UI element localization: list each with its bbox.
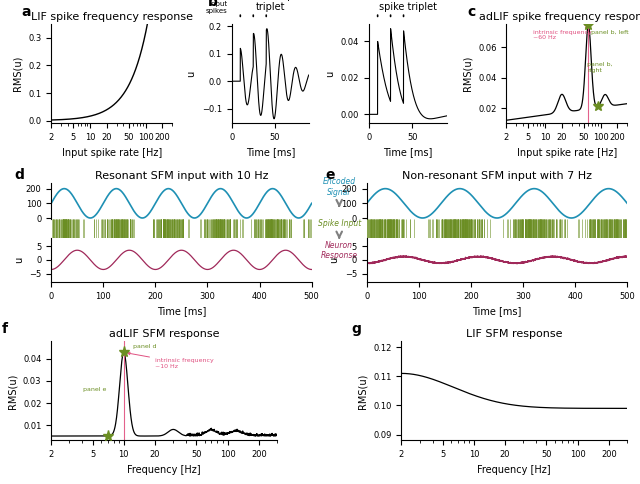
Title: LIF SFM response: LIF SFM response <box>466 329 563 339</box>
Text: g: g <box>351 322 362 336</box>
X-axis label: Input spike rate [Hz]: Input spike rate [Hz] <box>61 148 162 158</box>
Title: Non-resonant SFM input with 7 Hz: Non-resonant SFM input with 7 Hz <box>402 170 592 181</box>
Text: intrinsic frequency
~60 Hz: intrinsic frequency ~60 Hz <box>533 25 591 41</box>
Title: adLIF spike frequency response: adLIF spike frequency response <box>479 12 640 22</box>
Text: panel b, left: panel b, left <box>591 30 628 35</box>
Y-axis label: u: u <box>13 257 24 263</box>
X-axis label: Frequency [Hz]: Frequency [Hz] <box>477 465 551 475</box>
Text: b: b <box>209 0 218 9</box>
Text: panel e: panel e <box>83 387 106 392</box>
Text: e: e <box>325 168 335 182</box>
Text: panel b,
right: panel b, right <box>588 62 613 73</box>
Text: f: f <box>1 322 8 336</box>
Y-axis label: u: u <box>186 71 196 77</box>
Y-axis label: RMS(u): RMS(u) <box>463 56 472 91</box>
Text: c: c <box>468 5 476 19</box>
X-axis label: Time [ms]: Time [ms] <box>246 148 295 158</box>
Y-axis label: RMS(u): RMS(u) <box>8 373 17 408</box>
Text: panel d: panel d <box>132 344 156 349</box>
Text: Neuron
Response: Neuron Response <box>321 241 358 260</box>
X-axis label: Frequency [Hz]: Frequency [Hz] <box>127 465 201 475</box>
Title: adLIF SFM response: adLIF SFM response <box>109 329 220 339</box>
Y-axis label: RMS(u): RMS(u) <box>358 373 367 408</box>
Y-axis label: u: u <box>325 71 335 77</box>
Text: input
spikes: input spikes <box>206 1 228 15</box>
X-axis label: Time [ms]: Time [ms] <box>157 306 206 316</box>
Title: Non-resonant
spike triplet: Non-resonant spike triplet <box>375 0 441 12</box>
Text: a: a <box>21 5 31 19</box>
X-axis label: Input spike rate [Hz]: Input spike rate [Hz] <box>516 148 617 158</box>
Title: Resonant SFM input with 10 Hz: Resonant SFM input with 10 Hz <box>95 170 268 181</box>
Title: LIF spike frequency response: LIF spike frequency response <box>31 12 193 22</box>
Y-axis label: u: u <box>329 257 339 263</box>
Text: d: d <box>15 168 24 182</box>
Title: Resonant spike
triplet: Resonant spike triplet <box>234 0 308 12</box>
X-axis label: Time [ms]: Time [ms] <box>472 306 522 316</box>
Text: Encoded
Signal: Encoded Signal <box>323 177 356 197</box>
Text: Spike Input: Spike Input <box>317 219 361 228</box>
Y-axis label: RMS(u): RMS(u) <box>13 56 22 91</box>
X-axis label: Time [ms]: Time [ms] <box>383 148 433 158</box>
Text: intrinsic frequency
~10 Hz: intrinsic frequency ~10 Hz <box>127 352 214 369</box>
